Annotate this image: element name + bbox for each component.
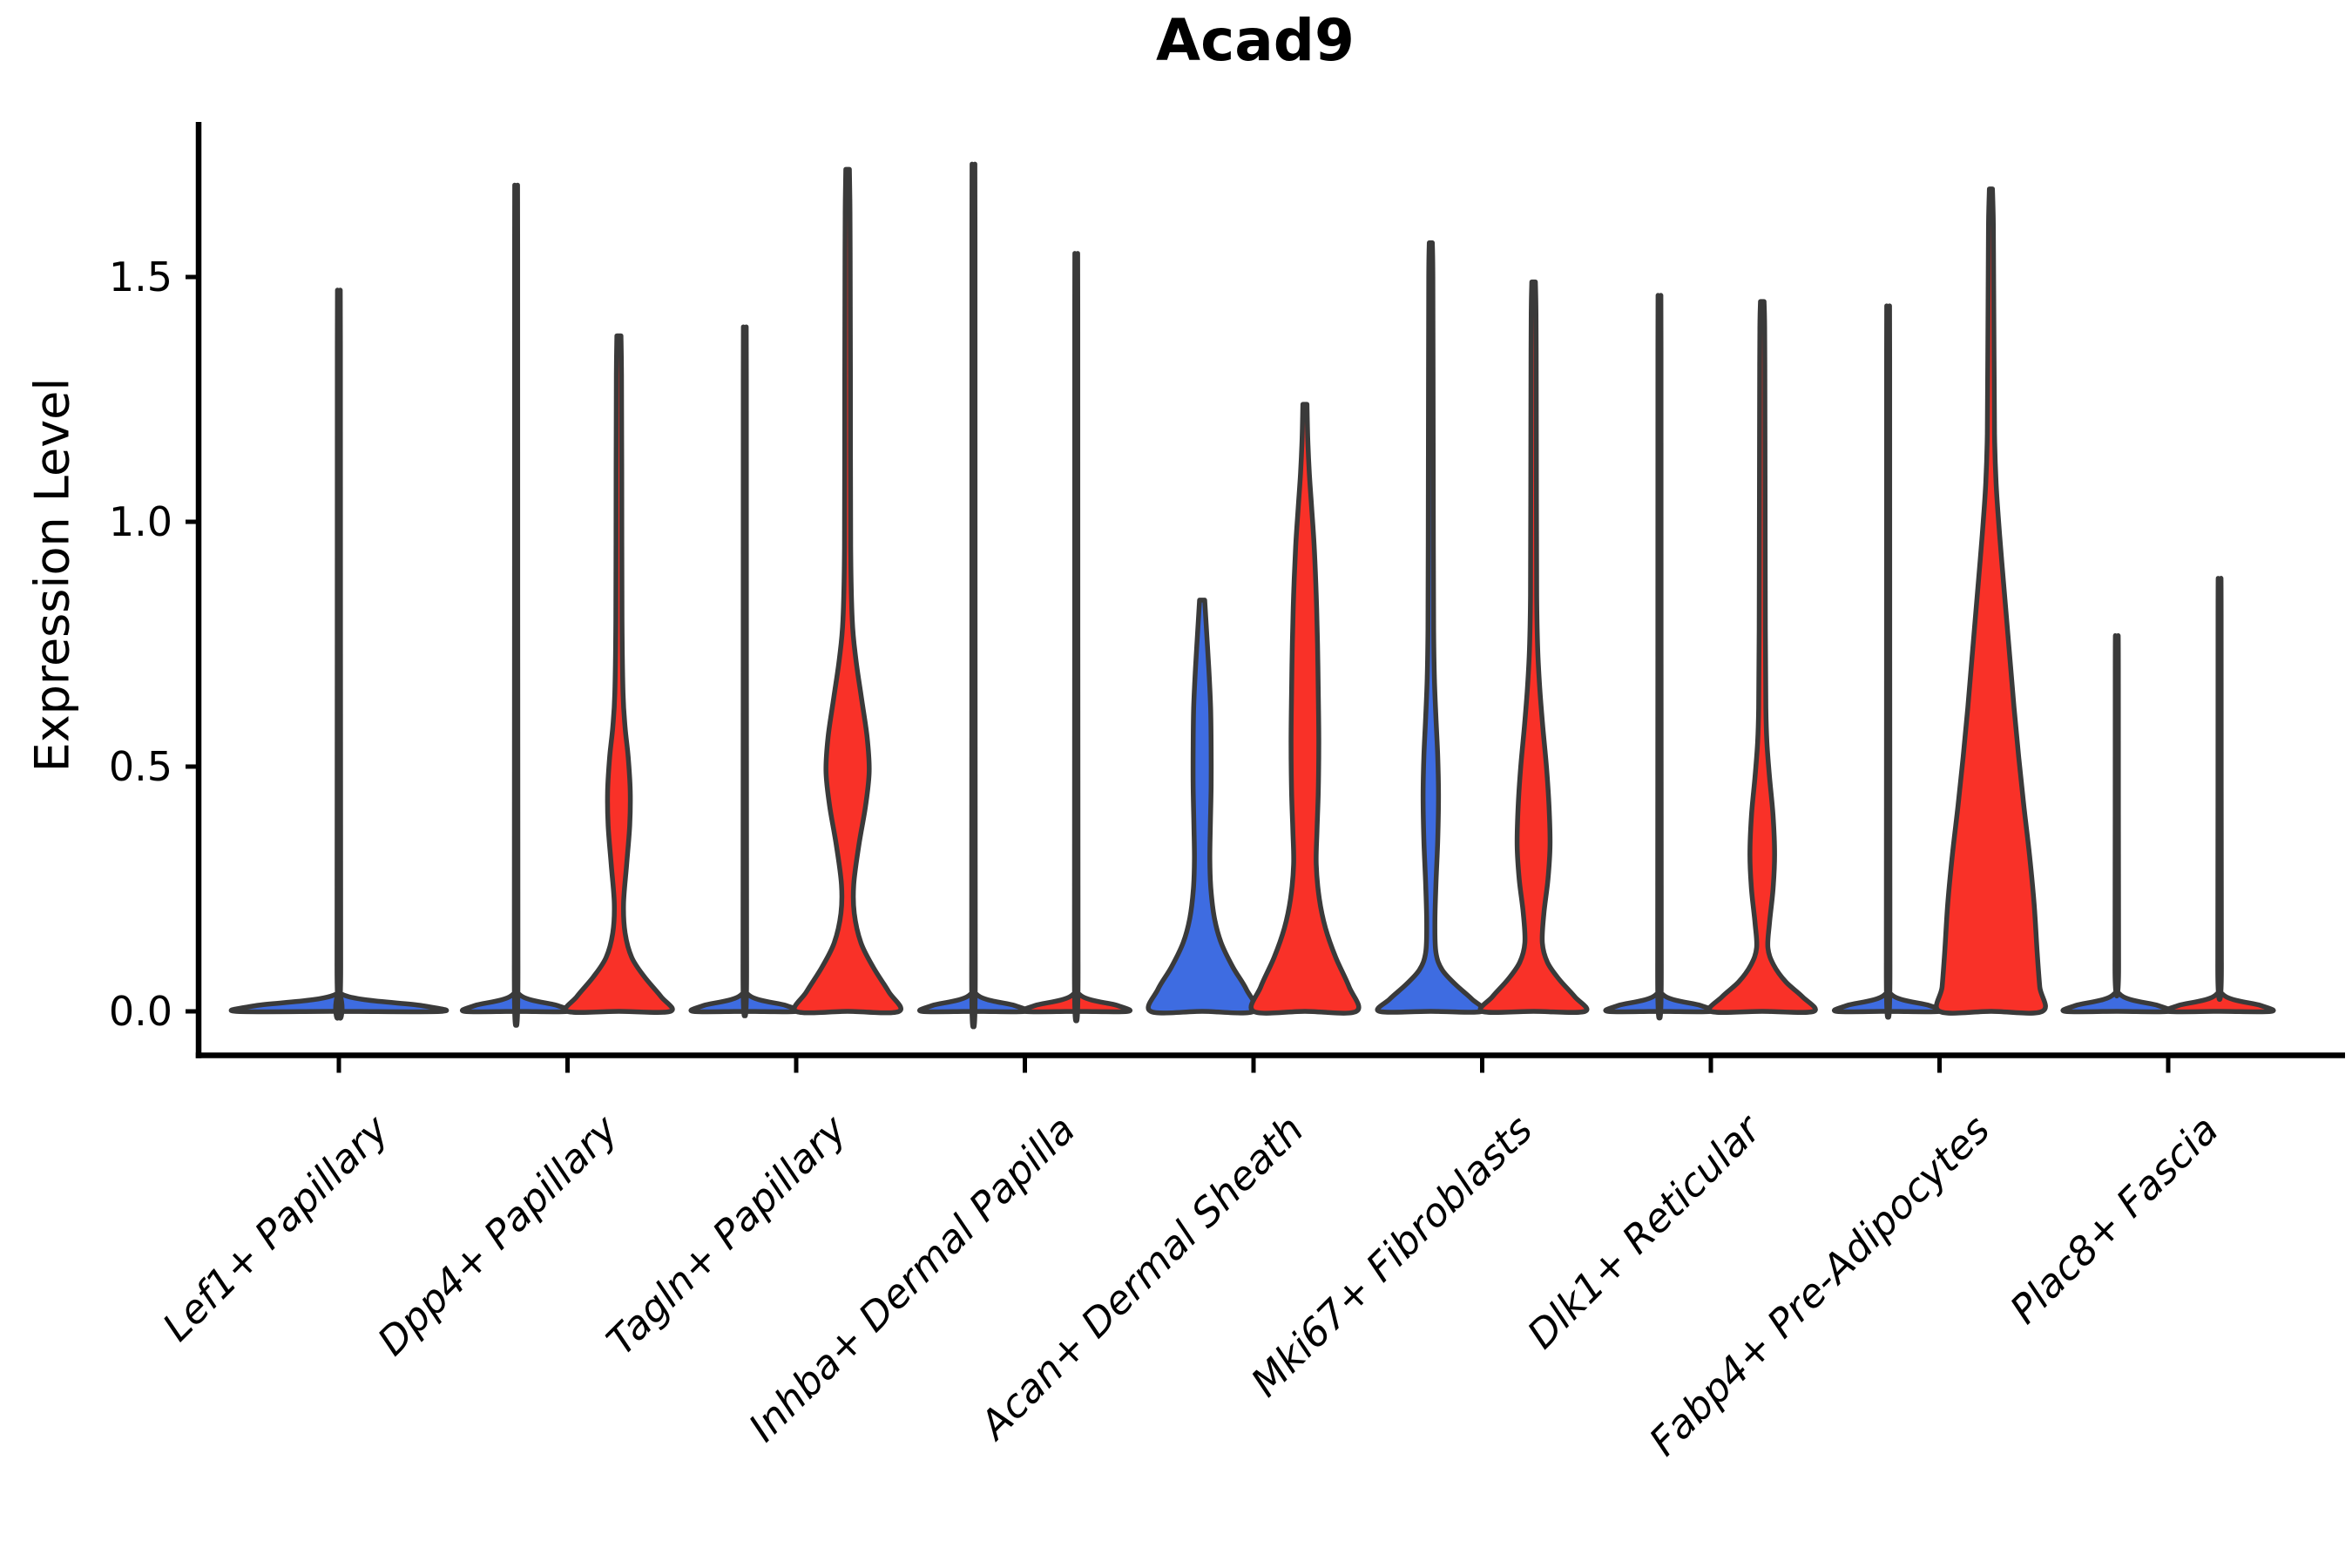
violin-dlk1-reticular-right xyxy=(1707,299,1818,1015)
violin-inhba-dermal-papilla-right xyxy=(1019,251,1133,1024)
y-axis-label: Expression Level xyxy=(24,377,80,773)
violin-fabp4-pre-adipocytes-right xyxy=(1934,186,2048,1016)
violin-lef1-papillary-full xyxy=(228,287,449,1021)
chart-title: Acad9 xyxy=(1156,7,1355,74)
violin-tagln-papillary-right xyxy=(792,166,903,1016)
violin-inhba-dermal-papilla-left xyxy=(916,161,1031,1030)
violin-plac8-fascia-right xyxy=(2163,576,2276,1015)
y-tick-label-0.5: 0.5 xyxy=(108,743,172,790)
y-tick-label-1.0: 1.0 xyxy=(108,498,172,545)
violin-acan-dermal-sheath-left xyxy=(1146,598,1259,1016)
violin-mki67-fibroblasts-left xyxy=(1375,240,1487,1015)
violin-fabp4-pre-adipocytes-left xyxy=(1831,303,1945,1020)
violin-dlk1-reticular-left xyxy=(1603,293,1716,1021)
violin-dpp4-papillary-right xyxy=(563,333,675,1015)
y-tick-label-0.0: 0.0 xyxy=(108,988,172,1035)
violin-mki67-fibroblasts-right xyxy=(1477,279,1590,1015)
violin-acan-dermal-sheath-right xyxy=(1248,402,1362,1016)
violin-tagln-papillary-left xyxy=(688,324,801,1018)
violin-dpp4-papillary-left xyxy=(459,182,573,1028)
violin-plac8-fascia-left xyxy=(2060,633,2173,1015)
y-tick-label-1.5: 1.5 xyxy=(108,253,172,301)
